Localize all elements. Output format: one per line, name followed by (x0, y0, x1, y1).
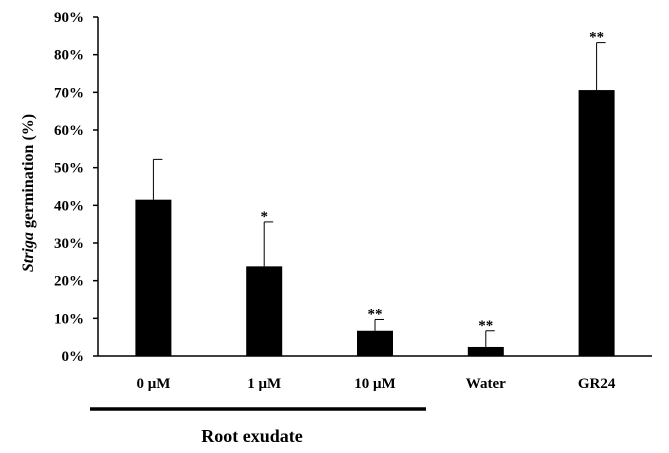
y-tick-label: 60% (54, 123, 84, 139)
bar (246, 266, 283, 356)
y-tick-label: 10% (54, 311, 84, 327)
y-tick-label: 0% (62, 349, 85, 365)
group-label: Root exudate (201, 426, 303, 446)
y-tick-label: 90% (54, 10, 84, 26)
y-tick-label: 80% (54, 48, 84, 64)
error-bars (152, 42, 606, 347)
significance-marker: ** (478, 318, 493, 334)
y-axis-title: Striga germination (%) (20, 114, 37, 272)
x-category-label: Water (466, 376, 506, 392)
svg-text:Striga germination (%): Striga germination (%) (20, 114, 37, 272)
y-axis-title-rest: germination (%) (20, 114, 37, 232)
x-axis-categories: 0 μM 1 μM 10 μM Water GR24 (136, 376, 615, 392)
significance-markers: ******* (260, 30, 604, 334)
bars (135, 90, 615, 356)
significance-marker: ** (589, 30, 604, 46)
y-tick-label: 30% (54, 236, 84, 252)
x-category-label: 0 μM (136, 376, 170, 392)
y-tick-label: 50% (54, 161, 84, 177)
x-category-label: GR24 (578, 376, 616, 392)
bar (578, 90, 615, 356)
y-tick-label: 40% (54, 198, 84, 214)
y-tick-label: 70% (54, 85, 84, 101)
x-category-label: 10 μM (354, 376, 395, 392)
significance-marker: * (260, 209, 268, 225)
y-axis-ticks: 0% 10% 20% 30% 40% 50% 60% 70% 80% 90% (54, 10, 98, 365)
y-axis-title-italic: Striga (20, 232, 37, 272)
bar (357, 330, 393, 356)
y-tick-label: 20% (54, 274, 84, 290)
bar (135, 199, 172, 356)
significance-marker: ** (368, 306, 383, 322)
bar (467, 346, 504, 356)
x-category-label: 1 μM (247, 376, 281, 392)
